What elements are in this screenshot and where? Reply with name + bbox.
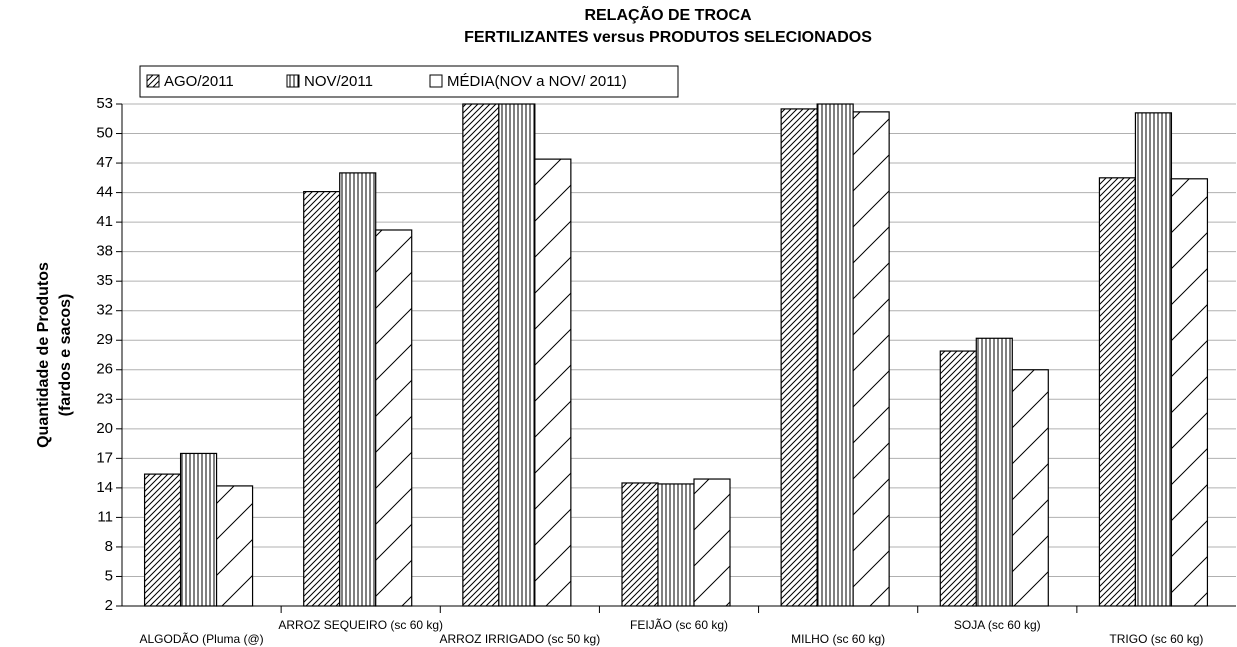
chart-title: RELAÇÃO DE TROCA bbox=[584, 4, 752, 24]
bar bbox=[143, 473, 182, 607]
x-tick-label: FEIJÃO (sc 60 kg) bbox=[630, 618, 728, 632]
bar bbox=[816, 103, 854, 607]
bar bbox=[780, 108, 818, 607]
bar bbox=[303, 191, 341, 607]
bar bbox=[534, 158, 572, 607]
legend-swatch bbox=[286, 74, 300, 88]
y-tick-label: 17 bbox=[96, 449, 113, 466]
bar bbox=[1134, 112, 1173, 607]
y-axis-title: (fardos e sacos) bbox=[57, 294, 74, 417]
x-tick-label: ARROZ SEQUEIRO (sc 60 kg) bbox=[278, 618, 443, 632]
y-tick-label: 50 bbox=[96, 124, 113, 141]
x-tick-label: ARROZ IRRIGADO (sc 50 kg) bbox=[440, 632, 601, 646]
chart-title: FERTILIZANTES versus PRODUTOS SELECIONAD… bbox=[464, 29, 872, 46]
y-tick-label: 38 bbox=[96, 243, 113, 260]
y-tick-label: 5 bbox=[105, 567, 113, 584]
legend-box bbox=[139, 65, 679, 98]
legend-label: NOV/2011 bbox=[304, 73, 373, 90]
y-tick-label: 8 bbox=[105, 538, 113, 555]
bar bbox=[975, 337, 1013, 607]
bar bbox=[657, 483, 695, 607]
x-tick-label: ALGODÃO (Pluma (@) bbox=[139, 632, 263, 646]
bar bbox=[215, 485, 254, 607]
y-tick-label: 14 bbox=[96, 479, 113, 496]
bar bbox=[339, 172, 377, 607]
x-tick-label: MILHO (sc 60 kg) bbox=[791, 632, 885, 646]
y-tick-label: 29 bbox=[96, 331, 113, 348]
y-tick-label: 2 bbox=[105, 597, 113, 614]
bar bbox=[852, 111, 890, 607]
x-tick-label: TRIGO (sc 60 kg) bbox=[1109, 632, 1203, 646]
y-tick-label: 53 bbox=[96, 95, 113, 112]
y-tick-label: 44 bbox=[96, 184, 113, 201]
legend-label: AGO/2011 bbox=[164, 73, 234, 90]
bar bbox=[693, 478, 731, 607]
bar bbox=[179, 452, 218, 607]
y-tick-label: 41 bbox=[96, 213, 113, 230]
y-tick-label: 20 bbox=[96, 420, 113, 437]
y-tick-label: 47 bbox=[96, 154, 113, 171]
bar bbox=[1011, 369, 1049, 607]
bar bbox=[621, 482, 659, 607]
y-tick-label: 26 bbox=[96, 361, 113, 378]
bar bbox=[939, 350, 977, 607]
legend-label: MÉDIA(NOV a NOV/ 2011) bbox=[447, 73, 627, 90]
y-tick-label: 11 bbox=[97, 508, 113, 525]
y-tick-label: 32 bbox=[96, 302, 113, 319]
bar bbox=[462, 103, 500, 607]
y-tick-label: 35 bbox=[96, 272, 113, 289]
x-tick-label: SOJA (sc 60 kg) bbox=[954, 618, 1041, 632]
y-tick-label: 23 bbox=[96, 390, 113, 407]
bar bbox=[1170, 178, 1209, 607]
y-axis-title: Quantidade de Produtos bbox=[35, 262, 52, 448]
bar bbox=[375, 229, 413, 607]
bar bbox=[498, 103, 536, 607]
legend-swatch bbox=[429, 74, 443, 88]
bar bbox=[1098, 177, 1137, 607]
legend-swatch bbox=[146, 74, 160, 88]
